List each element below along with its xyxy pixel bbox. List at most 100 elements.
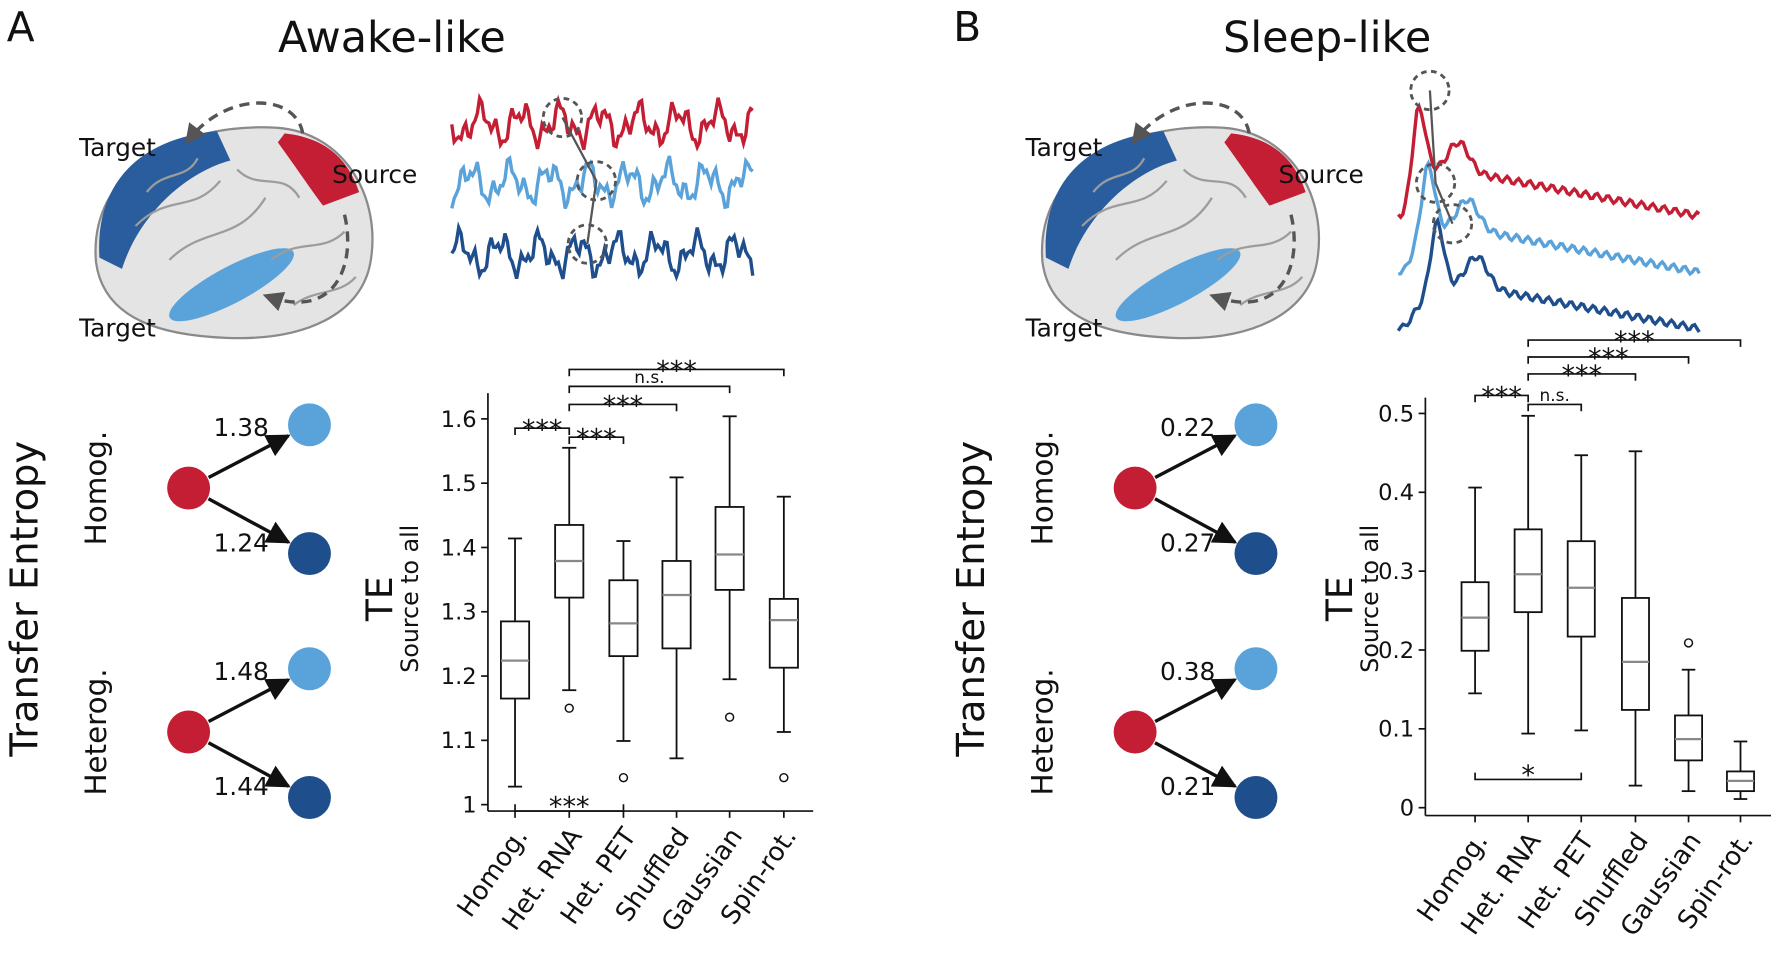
edge-value: 1.44 [214,772,269,801]
significance-label: *** [522,414,563,445]
network-axis-label: Transfer Entropy [2,441,47,758]
edge-arrow [1154,741,1238,788]
y-tick-label: 1.1 [441,728,477,754]
box [768,597,799,669]
significance-label: *** [656,356,697,387]
significance-bracket [1527,356,1690,364]
y-tick-label: 0.4 [1378,480,1414,506]
box [1621,597,1650,711]
outlier [618,772,629,783]
brain-sulcus [1092,157,1146,193]
y-tick-label: 1.5 [441,471,477,497]
brain-region [1115,248,1241,322]
brain-sulcus [236,168,301,199]
brain-region [99,131,231,269]
significance-bracket [1527,339,1742,347]
box [1513,528,1543,614]
edge-value: 0.38 [1160,657,1215,686]
y-tick-label: 1.4 [441,535,477,561]
highlight-circle [566,223,608,265]
dashed-arrow [1131,101,1251,145]
brain-label: Source [332,160,417,189]
y-tick-label: 1.6 [441,407,477,433]
significance-label: * [1521,760,1535,791]
signal-line [1398,159,1701,277]
signal-line [450,92,754,152]
brain-sulcus [1115,197,1213,261]
node [288,776,331,819]
significance-label: *** [1614,326,1655,357]
highlight-circle [1414,162,1457,204]
box [1674,714,1704,762]
group-label: Heterog. [1026,668,1060,795]
dashed-arrow [185,101,305,145]
y-tick-label: 0.2 [1378,638,1414,664]
lag-line [1428,90,1454,225]
box [714,506,745,591]
brain-label: Target [78,133,156,162]
edge-value: 0.22 [1160,413,1215,442]
highlight-circle [541,96,584,139]
y-tick-label: 1 [462,793,476,819]
outlier [564,703,574,713]
node [288,403,331,447]
edge-arrow [1154,678,1238,724]
significance-bracket [1474,772,1583,781]
dashed-arrow [1209,214,1296,312]
box [608,579,639,658]
significance-bracket [1474,394,1530,403]
significance-bracket [514,427,571,435]
brain-sulcus [292,276,357,306]
y-tick-label: 0.5 [1378,401,1414,427]
node [1113,710,1157,754]
y-tick-label: 0.3 [1378,559,1414,585]
brain-sulcus [270,230,346,261]
node [1234,532,1278,576]
brain-label: Target [1025,314,1103,343]
brain-region [1224,133,1306,206]
significance-bracket [514,804,625,812]
brain-sulcus [1081,180,1168,227]
edge-arrow [207,434,291,480]
significance-bracket [1527,373,1637,381]
significance-label: n.s. [1540,385,1570,405]
significance-bracket [568,368,785,377]
time-series [450,92,755,282]
y-tick-label: 1.3 [441,600,477,626]
edge-arrow [207,497,291,544]
signal-line [450,155,754,210]
node [1234,403,1278,447]
outlier [724,712,735,722]
panel-letter: B [953,3,981,51]
significance-label: *** [549,792,590,823]
y-axis-label: TE [358,576,401,622]
group-label: Heterog. [79,668,113,795]
node [1234,776,1278,819]
significance-bracket [568,403,678,412]
edge-value: 0.27 [1160,528,1215,557]
brain-label: Source [1279,160,1364,189]
highlight-circle [575,160,617,202]
edge-arrow [207,741,291,788]
node [288,647,331,691]
node [1113,466,1157,510]
significance-label: *** [603,391,644,422]
significance-label: n.s. [634,367,664,387]
panel-title: Sleep-like [1223,13,1431,63]
node [167,466,211,510]
brain-sulcus [145,157,199,193]
y-tick-label: 0.1 [1378,717,1414,743]
lag-line [561,117,598,245]
significance-label: *** [1588,343,1629,374]
node [1234,647,1278,691]
edge-arrow [1154,434,1238,480]
brain-sulcus [168,197,267,261]
highlight-circle [1431,203,1474,245]
panel-letter: A [7,3,35,51]
brain-label: Target [78,314,156,343]
network-axis-label: Transfer Entropy [949,441,994,758]
outlier [779,772,789,783]
brain-label: Target [1025,133,1103,162]
significance-label: *** [576,423,617,454]
